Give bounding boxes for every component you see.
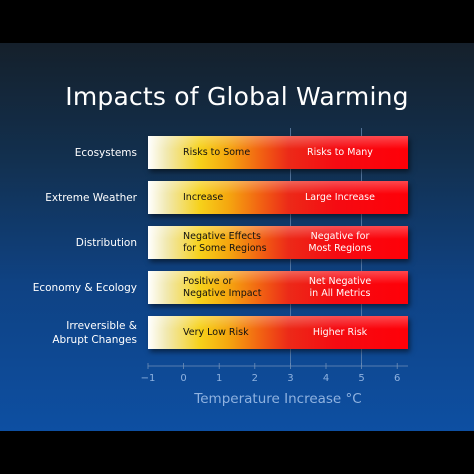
- high-impact-text: Higher Risk: [312, 326, 368, 338]
- chart-title: Impacts of Global Warming: [65, 82, 409, 111]
- high-impact-text: Risks to Many: [307, 146, 373, 158]
- row-label: Ecosystems: [74, 146, 137, 159]
- row-label: Extreme Weather: [45, 191, 137, 204]
- high-impact-text: Negative for Most Regions: [308, 231, 372, 254]
- impact-bar: Very Low Risk Higher Risk: [148, 316, 408, 349]
- low-impact-text: Positive or Negative Impact: [183, 276, 262, 299]
- row-label: Irreversible & Abrupt Changes: [52, 319, 137, 346]
- impact-bar: Positive or Negative Impact Net Negative …: [148, 271, 408, 304]
- impact-bar: Risks to Some Risks to Many: [148, 136, 408, 169]
- low-impact-text: Negative Effects for Some Regions: [183, 231, 267, 254]
- impact-bar: Increase Large Increase: [148, 181, 408, 214]
- low-impact-text: Risks to Some: [183, 146, 251, 158]
- high-impact-text: Large Increase: [305, 191, 375, 203]
- row-label: Economy & Ecology: [32, 281, 137, 294]
- low-impact-text: Very Low Risk: [183, 326, 249, 338]
- high-impact-text: Net Negative in All Metrics: [308, 276, 372, 299]
- impact-bar: Negative Effects for Some Regions Negativ…: [148, 226, 408, 259]
- x-axis-label: Temperature Increase °C: [194, 391, 362, 407]
- low-impact-text: Increase: [183, 191, 224, 203]
- row-label: Distribution: [75, 236, 137, 249]
